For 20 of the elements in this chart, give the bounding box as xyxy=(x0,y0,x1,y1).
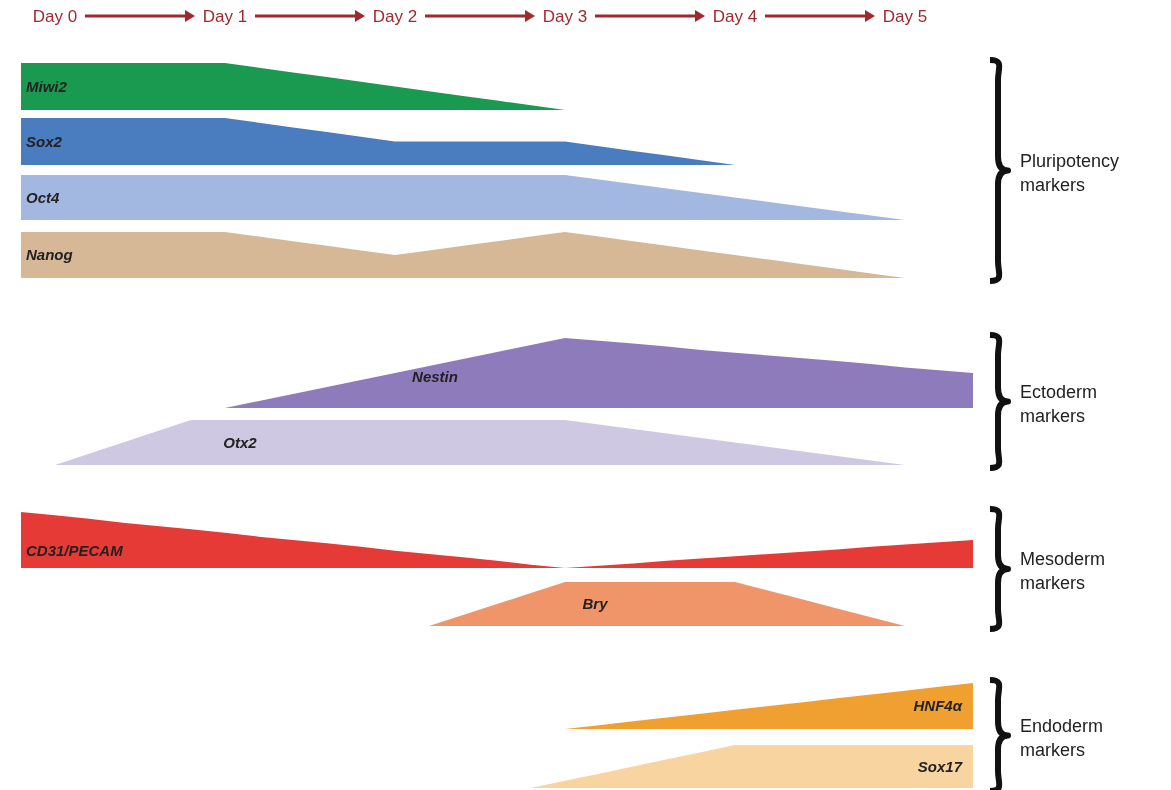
series-label: CD31/PECAM xyxy=(26,542,124,560)
x-tick-label: Day 3 xyxy=(542,7,588,26)
series-label: Nanog xyxy=(26,246,73,263)
x-tick-label: Day 2 xyxy=(372,7,418,26)
series-label: Bry xyxy=(582,595,609,612)
x-tick-label: Day 1 xyxy=(202,7,248,26)
series-label: HNF4α xyxy=(913,697,963,714)
series-label: Sox17 xyxy=(917,757,963,775)
series-label: Oct4 xyxy=(26,188,60,206)
series-label: Sox2 xyxy=(26,132,63,150)
series-label: Nestin xyxy=(412,367,458,385)
x-tick-label: Day 0 xyxy=(32,7,78,26)
series-label: Otx2 xyxy=(223,433,258,451)
x-tick-label: Day 5 xyxy=(882,7,928,26)
text: Ectoderm markers xyxy=(1020,381,1098,426)
x-tick-label: Day 4 xyxy=(712,7,758,26)
text: Mesoderm markers xyxy=(1020,549,1106,593)
series-label: Miwi2 xyxy=(26,77,68,95)
text: Endoderm markers xyxy=(1020,715,1104,760)
text: Pluripotency markers xyxy=(1020,150,1120,195)
